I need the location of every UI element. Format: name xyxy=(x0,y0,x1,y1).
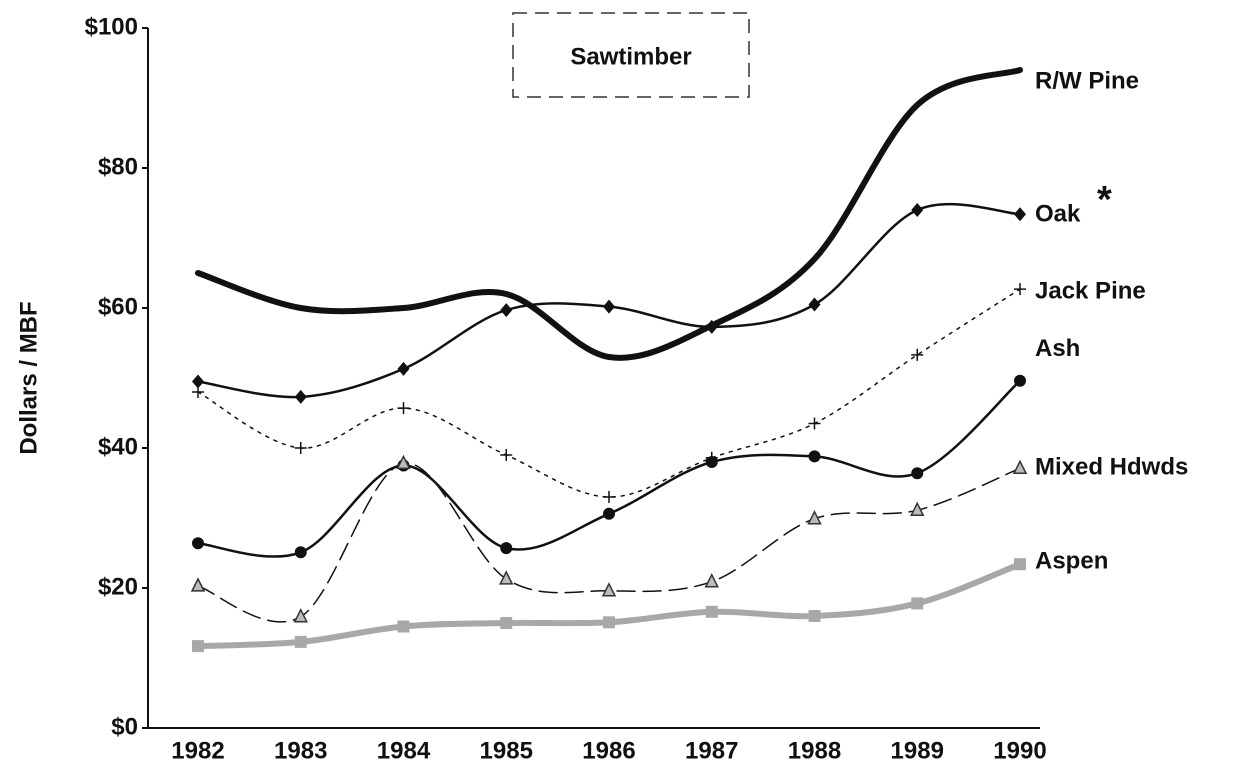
x-tick-label: 1988 xyxy=(788,737,841,764)
marker xyxy=(911,467,924,480)
series-label: R/W Pine xyxy=(1035,67,1139,94)
marker xyxy=(808,610,821,622)
marker xyxy=(397,361,410,376)
marker xyxy=(396,454,411,470)
series-line xyxy=(197,288,1021,498)
series-line xyxy=(196,379,1022,558)
marker xyxy=(603,299,615,314)
y-tick-label: $40 xyxy=(98,433,138,460)
x-tick-label: 1989 xyxy=(891,737,944,764)
marker xyxy=(807,510,822,525)
marker xyxy=(911,348,924,361)
series-label: Mixed Hdwds xyxy=(1035,454,1188,481)
x-tick-label: 1987 xyxy=(685,737,738,764)
marker xyxy=(397,402,410,415)
x-tick-label: 1982 xyxy=(171,737,224,764)
series-line xyxy=(195,561,1023,650)
y-tick-label: $100 xyxy=(85,13,138,40)
marker xyxy=(910,501,925,517)
marker xyxy=(1014,207,1026,222)
y-tick-label: $0 xyxy=(111,713,138,740)
marker xyxy=(603,616,615,629)
marker xyxy=(911,203,924,217)
marker xyxy=(500,303,513,318)
x-tick-label: 1986 xyxy=(582,737,635,764)
marker xyxy=(705,605,718,618)
marker xyxy=(500,617,513,629)
marker xyxy=(192,537,204,550)
series-label: Oak xyxy=(1035,201,1081,228)
marker xyxy=(192,640,204,653)
marker xyxy=(499,570,514,585)
marker xyxy=(808,417,821,430)
x-tick-label: 1985 xyxy=(480,737,533,764)
series-label: Jack Pine xyxy=(1035,277,1146,304)
y-axis-label: Dollars / MBF xyxy=(15,301,42,454)
marker xyxy=(294,442,307,454)
series-line xyxy=(195,67,1023,361)
title-box xyxy=(512,12,750,98)
marker xyxy=(603,491,615,503)
marker xyxy=(1014,558,1026,571)
marker xyxy=(294,389,307,404)
x-tick-label: 1984 xyxy=(377,737,431,764)
marker xyxy=(705,319,718,334)
chart-title: Sawtimber xyxy=(570,43,691,70)
y-tick-label: $60 xyxy=(98,293,138,320)
marker xyxy=(293,608,308,623)
marker xyxy=(1014,374,1026,387)
marker xyxy=(1014,283,1026,296)
marker xyxy=(705,456,718,468)
series-label: Ash xyxy=(1035,335,1080,362)
marker xyxy=(500,449,513,461)
x-tick-label: 1990 xyxy=(993,737,1046,764)
marker xyxy=(500,542,513,555)
y-tick-label: $80 xyxy=(98,153,138,180)
marker xyxy=(192,374,204,389)
marker xyxy=(192,386,204,398)
marker xyxy=(808,297,821,312)
marker xyxy=(911,597,924,610)
x-tick-label: 1983 xyxy=(274,737,327,764)
marker xyxy=(294,635,307,648)
series-label: Aspen xyxy=(1035,548,1108,575)
marker xyxy=(397,620,410,633)
marker xyxy=(603,507,615,520)
marker xyxy=(808,450,821,463)
marker xyxy=(1012,459,1028,475)
annotation: * xyxy=(1097,179,1112,221)
y-tick-label: $20 xyxy=(98,573,138,600)
marker xyxy=(294,546,307,559)
marker xyxy=(190,577,206,592)
series-line xyxy=(197,462,1021,623)
marker xyxy=(704,573,719,588)
marker xyxy=(601,582,617,597)
